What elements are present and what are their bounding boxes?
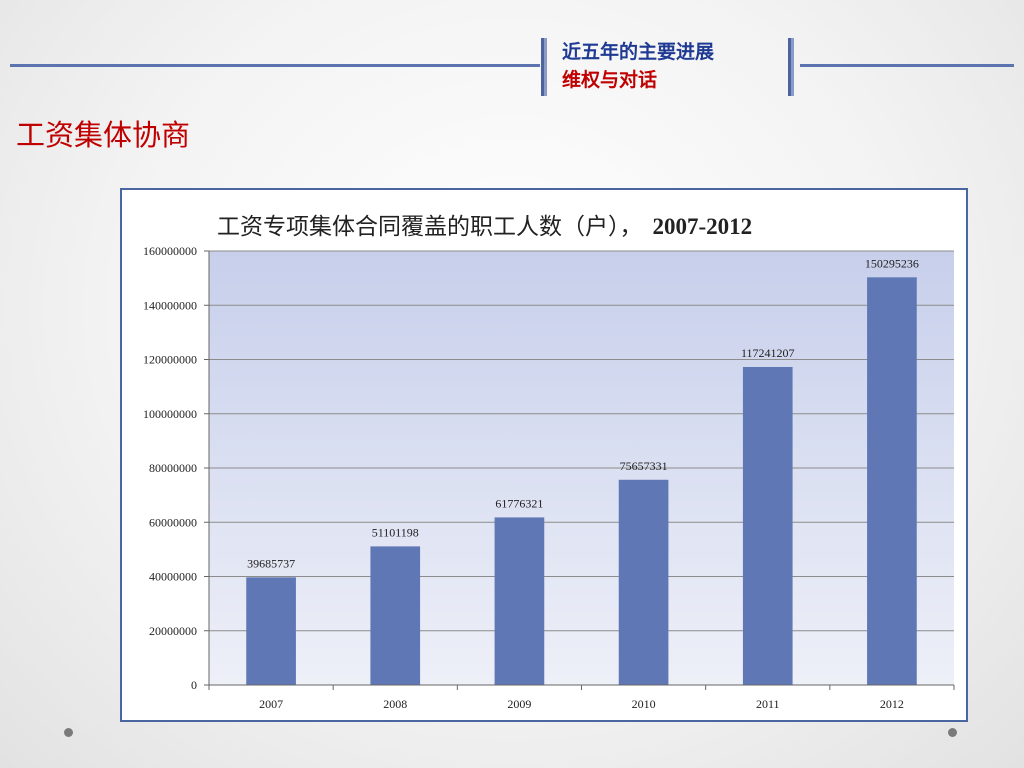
x-tick-label: 2010 xyxy=(632,697,656,711)
header-bracket-right xyxy=(788,38,794,96)
chart-title: 工资专项集体合同覆盖的职工人数（户）， 2007-2012 xyxy=(217,214,752,240)
chart-title-years: 2007-2012 xyxy=(653,214,753,239)
chart-frame: 工资专项集体合同覆盖的职工人数（户）， 2007-2012 39685737 511… xyxy=(120,188,968,722)
section-title: 工资集体协商 xyxy=(16,118,191,152)
data-labels: 39685737 51101198 61776321 75657331 11724120… xyxy=(247,256,919,570)
bar-2011 xyxy=(742,366,793,685)
header-rule-left xyxy=(10,64,540,67)
x-tick-label: 2011 xyxy=(756,697,780,711)
y-tick-label: 120000000 xyxy=(143,353,197,367)
data-label-2012: 150295236 xyxy=(865,256,919,270)
bar-2012 xyxy=(867,277,917,685)
y-tick-label: 100000000 xyxy=(143,407,197,421)
data-label-2010: 75657331 xyxy=(620,459,668,473)
bar-chart: 工资专项集体合同覆盖的职工人数（户）， 2007-2012 39685737 511… xyxy=(143,214,955,711)
data-label-2009: 61776321 xyxy=(495,496,543,510)
bars xyxy=(246,277,917,685)
x-tick-label: 2012 xyxy=(880,697,904,711)
header-line-rights-dialogue: 维权与对话 xyxy=(562,69,658,91)
footer-dot-left xyxy=(64,728,73,737)
bar-2008 xyxy=(370,546,421,685)
header-bracket-left xyxy=(541,38,547,96)
header-rule-right xyxy=(800,64,1014,67)
x-tick-label: 2009 xyxy=(507,697,531,711)
y-tick-label: 160000000 xyxy=(143,244,197,258)
y-tick-label: 0 xyxy=(191,678,197,692)
x-axis: 2007 2008 2009 2010 2011 2012 xyxy=(208,684,955,711)
data-label-2007: 39685737 xyxy=(247,556,295,570)
y-tick-label: 140000000 xyxy=(143,298,197,312)
header-topic: 近五年的主要进展 维权与对话 xyxy=(562,38,786,94)
footer-dot-right xyxy=(948,728,957,737)
y-tick-label: 40000000 xyxy=(149,570,197,584)
bar-2010 xyxy=(618,479,669,685)
y-tick-label: 20000000 xyxy=(149,624,197,638)
bar-2009 xyxy=(494,517,545,685)
chart-title-text: 工资专项集体合同覆盖的职工人数（户）， xyxy=(217,214,643,240)
data-label-2011: 117241207 xyxy=(741,346,795,360)
y-axis: 0 20000000 40000000 60000000 80000000 1000000… xyxy=(143,244,210,692)
x-tick-label: 2007 xyxy=(259,697,283,711)
bar-2007 xyxy=(246,577,296,685)
header-line-progress: 近五年的主要进展 xyxy=(562,41,715,63)
y-tick-label: 60000000 xyxy=(149,515,197,529)
data-label-2008: 51101198 xyxy=(372,525,419,539)
y-tick-label: 80000000 xyxy=(149,461,197,475)
x-tick-label: 2008 xyxy=(383,697,407,711)
